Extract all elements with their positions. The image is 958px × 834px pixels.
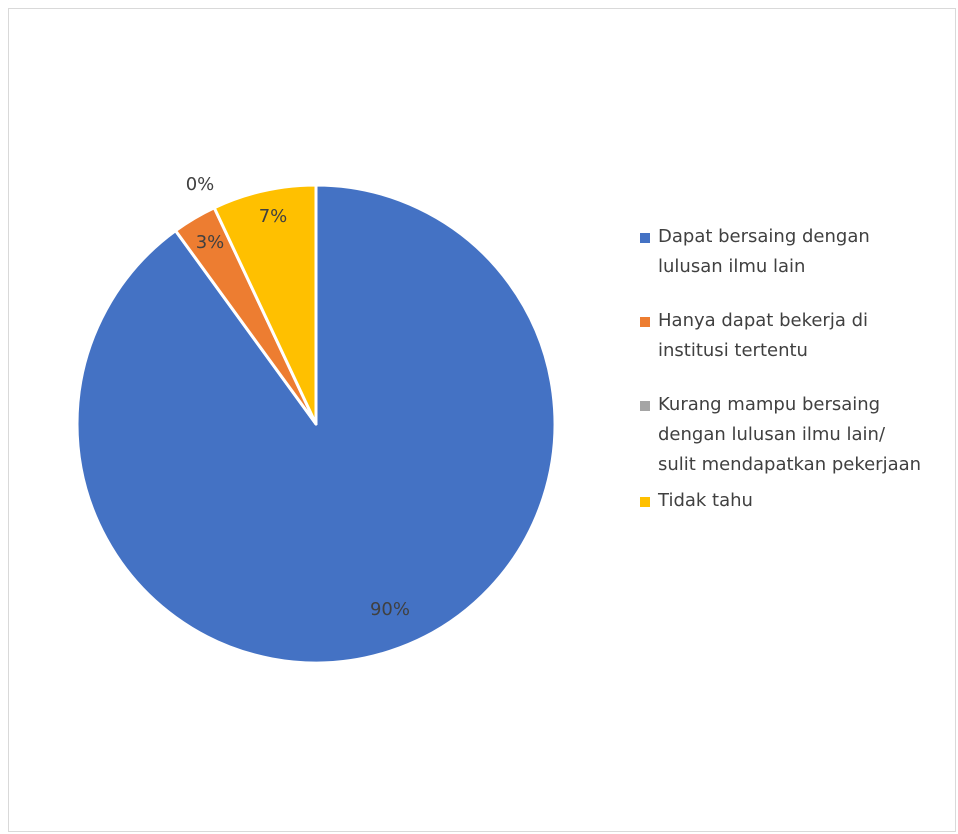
legend-label-line: Tidak tahu — [658, 490, 753, 511]
legend-swatch-dapat-bersaing — [640, 233, 650, 243]
legend-swatch-hanya-dapat-bekerja — [640, 317, 650, 327]
pie-slice-tidak-tahu — [212, 183, 318, 426]
legend-label-line: Hanya dapat bekerja di — [658, 310, 869, 331]
data-label-hanya-dapat-bekerja: 3% — [196, 232, 225, 253]
legend-label-line: Dapat bersaing dengan — [658, 226, 870, 247]
data-label-dapat-bersaing: 90% — [370, 599, 410, 620]
data-label-tidak-tahu: 7% — [259, 206, 288, 227]
legend-item-tidak-tahu: Tidak tahu — [632, 486, 952, 516]
legend: Dapat bersaing dengan lulusan ilmu lain Ha… — [632, 222, 952, 516]
legend-label-line: institusi tertentu — [658, 340, 808, 361]
legend-item-dapat-bersaing: Dapat bersaing dengan lulusan ilmu lain — [632, 222, 952, 282]
legend-item-hanya-dapat-bekerja: Hanya dapat bekerja di institusi tertentu — [632, 306, 952, 366]
legend-label-line: Kurang mampu bersaing — [658, 394, 881, 415]
legend-label-line: dengan lulusan ilmu lain/ — [658, 424, 886, 445]
legend-label-line: sulit mendapatkan pekerjaan — [658, 454, 922, 475]
legend-swatch-kurang-mampu — [640, 401, 650, 411]
legend-label-line: lulusan ilmu lain — [658, 256, 806, 277]
data-label-kurang-mampu: 0% — [186, 174, 215, 195]
legend-item-kurang-mampu: Kurang mampu bersaing dengan lulusan ilmu… — [632, 390, 952, 480]
legend-swatch-tidak-tahu — [640, 497, 650, 507]
